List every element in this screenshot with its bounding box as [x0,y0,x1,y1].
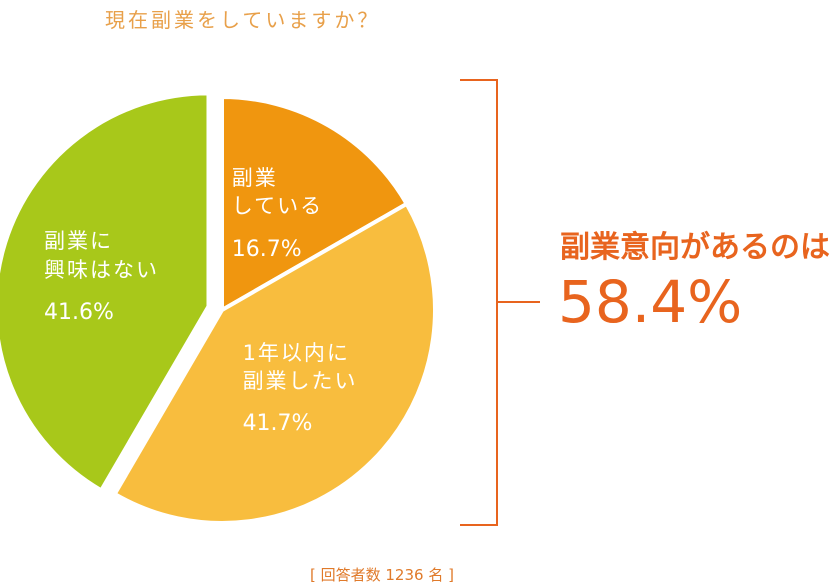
pie-slice [111,201,437,525]
pie-slice [220,94,410,314]
value-label: 41.6% [44,299,114,325]
footnote: [ 回答者数 1236 名 ] [310,566,454,584]
slice-label: 副業 している 16.7% [232,164,323,264]
slice-label: 副業に 興味はない 41.6% [44,227,159,327]
callout-label: 副業意向があるのは [560,230,830,265]
value-label: 16.7% [231,236,302,262]
bracket [460,79,540,526]
category-label: 1年以内に 副業したい [242,340,358,393]
callout-value: 58.4% [558,268,743,336]
value-label: 41.7% [242,411,313,437]
category-label: 副業に 興味はない [44,229,160,282]
category-label: 副業 している [231,165,324,219]
slice-label: 1年以内に 副業したい 41.7% [243,338,358,438]
pie-slice [0,91,211,494]
chart-title: 現在副業をしていますか？ [105,8,381,32]
